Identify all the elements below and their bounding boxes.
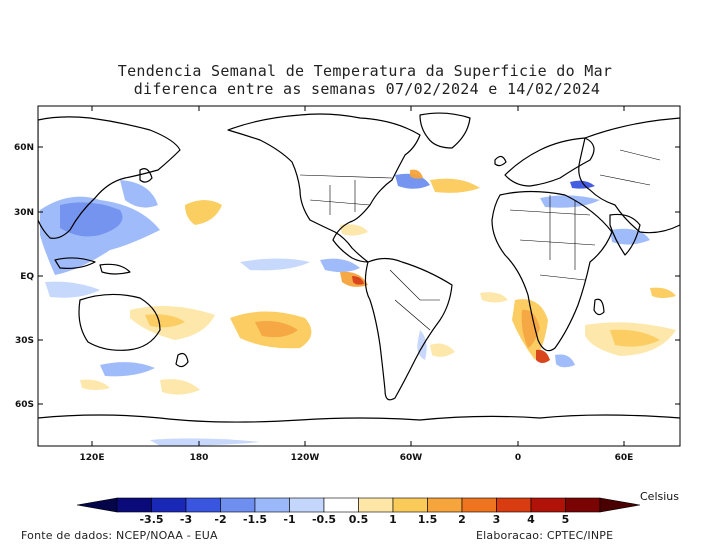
legend-tick-label: 1: [389, 513, 397, 526]
lat-label-60s: 60S: [15, 400, 34, 410]
legend-color-box: [323, 497, 359, 513]
legend-tick-label: -3: [180, 513, 192, 526]
legend-arrow-left: [76, 497, 118, 513]
anomaly-warm-regions: [80, 169, 676, 395]
legend-color-box: [461, 497, 497, 513]
legend-tick-label: -2: [214, 513, 226, 526]
anomaly-cool-regions: [40, 173, 650, 446]
data-source-credit: Fonte de dados: NCEP/NOAA - EUA: [21, 529, 218, 542]
lon-label-120w: 120W: [291, 453, 320, 463]
legend-color-box: [565, 497, 601, 513]
legend-arrow-right: [599, 497, 641, 513]
legend-tick-label: 0.5: [349, 513, 369, 526]
longitude-axis: 120E 180 120W 60W 0 60E: [80, 106, 634, 463]
lat-label-30n: 30N: [14, 208, 34, 218]
country-borders: [299, 149, 661, 331]
lat-label-60n: 60N: [14, 143, 34, 153]
latitude-axis: 60N 30N EQ 30S 60S: [14, 143, 680, 410]
legend-tick-label: 3: [493, 513, 501, 526]
lon-label-180: 180: [190, 453, 209, 463]
legend-color-box: [289, 497, 325, 513]
legend-tick-label: 5: [562, 513, 570, 526]
lat-label-eq: EQ: [20, 272, 34, 282]
legend-tick-label: -0.5: [312, 513, 336, 526]
legend-color-box: [151, 497, 187, 513]
legend-tick-label: -1: [283, 513, 295, 526]
lon-label-60w: 60W: [400, 453, 423, 463]
lon-label-60e: 60E: [615, 453, 634, 463]
legend-tick-label: -1.5: [243, 513, 267, 526]
legend-color-box: [116, 497, 152, 513]
legend-color-box: [358, 497, 394, 513]
lat-label-30s: 30S: [15, 336, 34, 346]
legend-tick-label: 2: [458, 513, 466, 526]
production-credit: Elaboracao: CPTEC/INPE: [476, 529, 614, 542]
legend-color-box: [530, 497, 566, 513]
legend-tick-label: 1.5: [418, 513, 438, 526]
legend-color-box: [254, 497, 290, 513]
legend-color-box: [185, 497, 221, 513]
legend-color-box: [392, 497, 428, 513]
map-title-line-1: Tendencia Semanal de Temperatura da Supe…: [117, 62, 613, 80]
legend-tick-label: 4: [527, 513, 535, 526]
legend-color-box: [496, 497, 532, 513]
lon-label-0: 0: [515, 453, 521, 463]
color-legend: -3.5 -3 -2 -1.5 -1 -0.5 0.5 1 1.5 2 3 4 5: [76, 497, 641, 526]
legend-color-box: [220, 497, 256, 513]
continent-outlines: [38, 112, 680, 423]
legend-color-box: [427, 497, 463, 513]
lon-label-120e: 120E: [80, 453, 105, 463]
map-content: [38, 106, 680, 446]
legend-unit-label: Celsius: [640, 490, 679, 503]
map-title-line-2: diferenca entre as semanas 07/02/2024 e …: [133, 80, 601, 98]
legend-tick-label: -3.5: [139, 513, 163, 526]
